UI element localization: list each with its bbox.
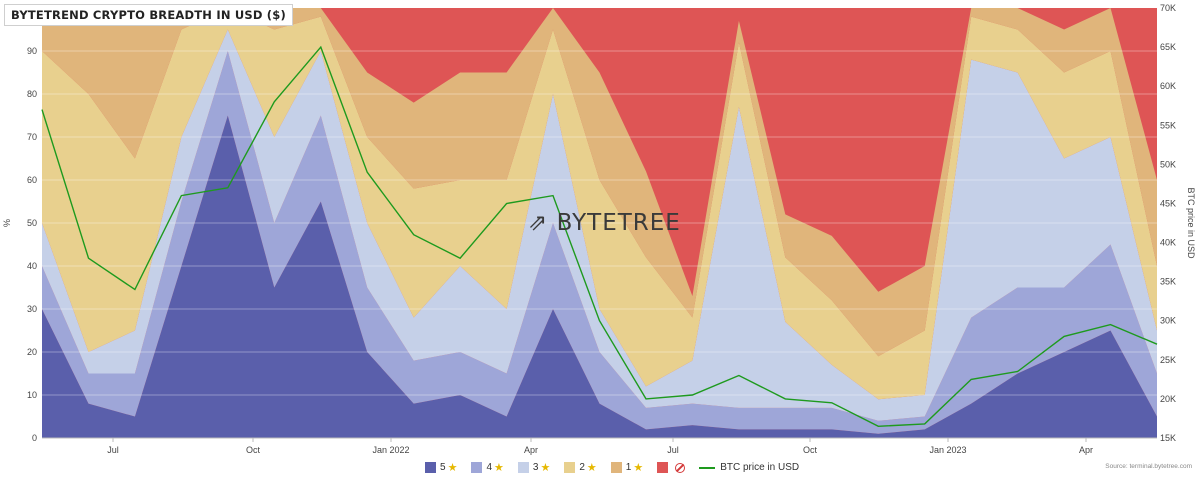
y-right-tick-label: 15K bbox=[1160, 433, 1176, 443]
y-left-tick-label: 10 bbox=[27, 390, 37, 400]
legend-item-btc[interactable]: BTC price in USD bbox=[699, 462, 799, 473]
watermark-logo: ⇗ BYTETREE bbox=[528, 210, 681, 236]
x-tick-label: Oct bbox=[246, 445, 261, 455]
y-right-tick-label: 55K bbox=[1160, 120, 1176, 130]
x-tick-label: Jul bbox=[667, 445, 679, 455]
ban-icon bbox=[675, 462, 686, 473]
legend-item-3[interactable]: 3 ★ bbox=[517, 461, 551, 474]
star-icon: ★ bbox=[540, 462, 551, 474]
legend-item-1[interactable]: 1 ★ bbox=[610, 461, 644, 474]
axes: 0 10 20 30 40 50 60 70 80 90% 15K 20K 25K 30K 35K 40K 45… bbox=[2, 3, 1196, 455]
source-credit: Source: terminal.bytetree.com bbox=[1105, 463, 1192, 470]
legend-label-5: 5 bbox=[440, 462, 446, 473]
y-left-tick-label: 70 bbox=[27, 132, 37, 142]
watermark-text: BYTETREE bbox=[556, 210, 681, 236]
y-right-tick-label: 70K bbox=[1160, 3, 1176, 13]
legend-label-3: 3 bbox=[532, 462, 539, 473]
star-icon: ★ bbox=[586, 462, 597, 474]
y-left-tick-label: 20 bbox=[27, 347, 37, 357]
y-left-tick-label: 40 bbox=[27, 261, 37, 271]
legend-item-4[interactable]: 4 ★ bbox=[471, 461, 504, 474]
legend-label-2: 2 bbox=[579, 462, 585, 473]
area-2-star bbox=[42, 8, 1157, 400]
y-right-tick-label: 45K bbox=[1160, 198, 1176, 208]
stacked-areas bbox=[42, 8, 1157, 438]
area-1-star bbox=[42, 8, 1157, 357]
y-right-tick-label: 40K bbox=[1160, 238, 1176, 248]
legend-item-2[interactable]: 2 ★ bbox=[564, 461, 597, 474]
area-3-star bbox=[42, 29, 1157, 421]
y-left-tick-label: 50 bbox=[27, 218, 37, 228]
x-tick-label: Jan 2023 bbox=[929, 445, 966, 455]
legend-swatch-4 bbox=[471, 462, 483, 473]
legend: 5 ★ 4 ★ 3 ★ 2 ★ 1 ★ BTC price in USD bbox=[425, 461, 813, 474]
y-right-tick-label: 20K bbox=[1160, 394, 1176, 404]
legend-swatch-5 bbox=[425, 462, 436, 473]
area-5-star bbox=[42, 115, 1157, 438]
y-right-tick-label: 25K bbox=[1160, 355, 1176, 365]
legend-swatch-1 bbox=[610, 462, 622, 473]
y-right-tick-label: 35K bbox=[1160, 277, 1176, 287]
chart-title: BYTETREND CRYPTO BREADTH IN USD ($) bbox=[4, 4, 293, 26]
y-left-tick-label: 0 bbox=[32, 433, 37, 443]
y-right-tick-label: 60K bbox=[1160, 81, 1176, 91]
x-tick-label: Jul bbox=[107, 445, 119, 455]
y-right-tick-label: 30K bbox=[1160, 316, 1176, 326]
star-icon: ★ bbox=[633, 462, 644, 474]
x-tick-label: Jan 2022 bbox=[372, 445, 409, 455]
y-right-tick-label: 50K bbox=[1160, 159, 1176, 169]
y-left-tick-label: 80 bbox=[27, 89, 37, 99]
x-tick-label: Apr bbox=[1079, 445, 1093, 455]
legend-item-5[interactable]: 5 ★ bbox=[425, 461, 457, 474]
area-4-star bbox=[42, 51, 1157, 434]
y-left-axis-label: % bbox=[2, 219, 12, 227]
y-right-axis-label: BTC price in USD bbox=[1186, 187, 1196, 259]
star-icon: ★ bbox=[494, 462, 504, 474]
legend-swatch-3 bbox=[517, 462, 529, 473]
y-left-tick-label: 30 bbox=[27, 304, 37, 314]
gridlines bbox=[42, 50, 1157, 396]
x-tick-label: Apr bbox=[524, 445, 538, 455]
legend-label-1: 1 bbox=[625, 462, 632, 473]
y-left-tick-label: 60 bbox=[27, 175, 37, 185]
x-tick-label: Oct bbox=[803, 445, 818, 455]
legend-item-none[interactable] bbox=[657, 462, 686, 473]
y-left-tick-label: 90 bbox=[27, 46, 37, 56]
legend-line-swatch bbox=[699, 466, 716, 469]
legend-label-4: 4 bbox=[486, 462, 492, 473]
y-right-tick-label: 65K bbox=[1160, 42, 1176, 52]
btc-price-series bbox=[41, 45, 1158, 428]
legend-swatch-2 bbox=[564, 462, 576, 473]
legend-swatch-none bbox=[657, 462, 669, 473]
btc-price-line bbox=[41, 45, 1158, 428]
legend-line-label: BTC price in USD bbox=[720, 462, 800, 473]
star-icon: ★ bbox=[447, 462, 458, 474]
